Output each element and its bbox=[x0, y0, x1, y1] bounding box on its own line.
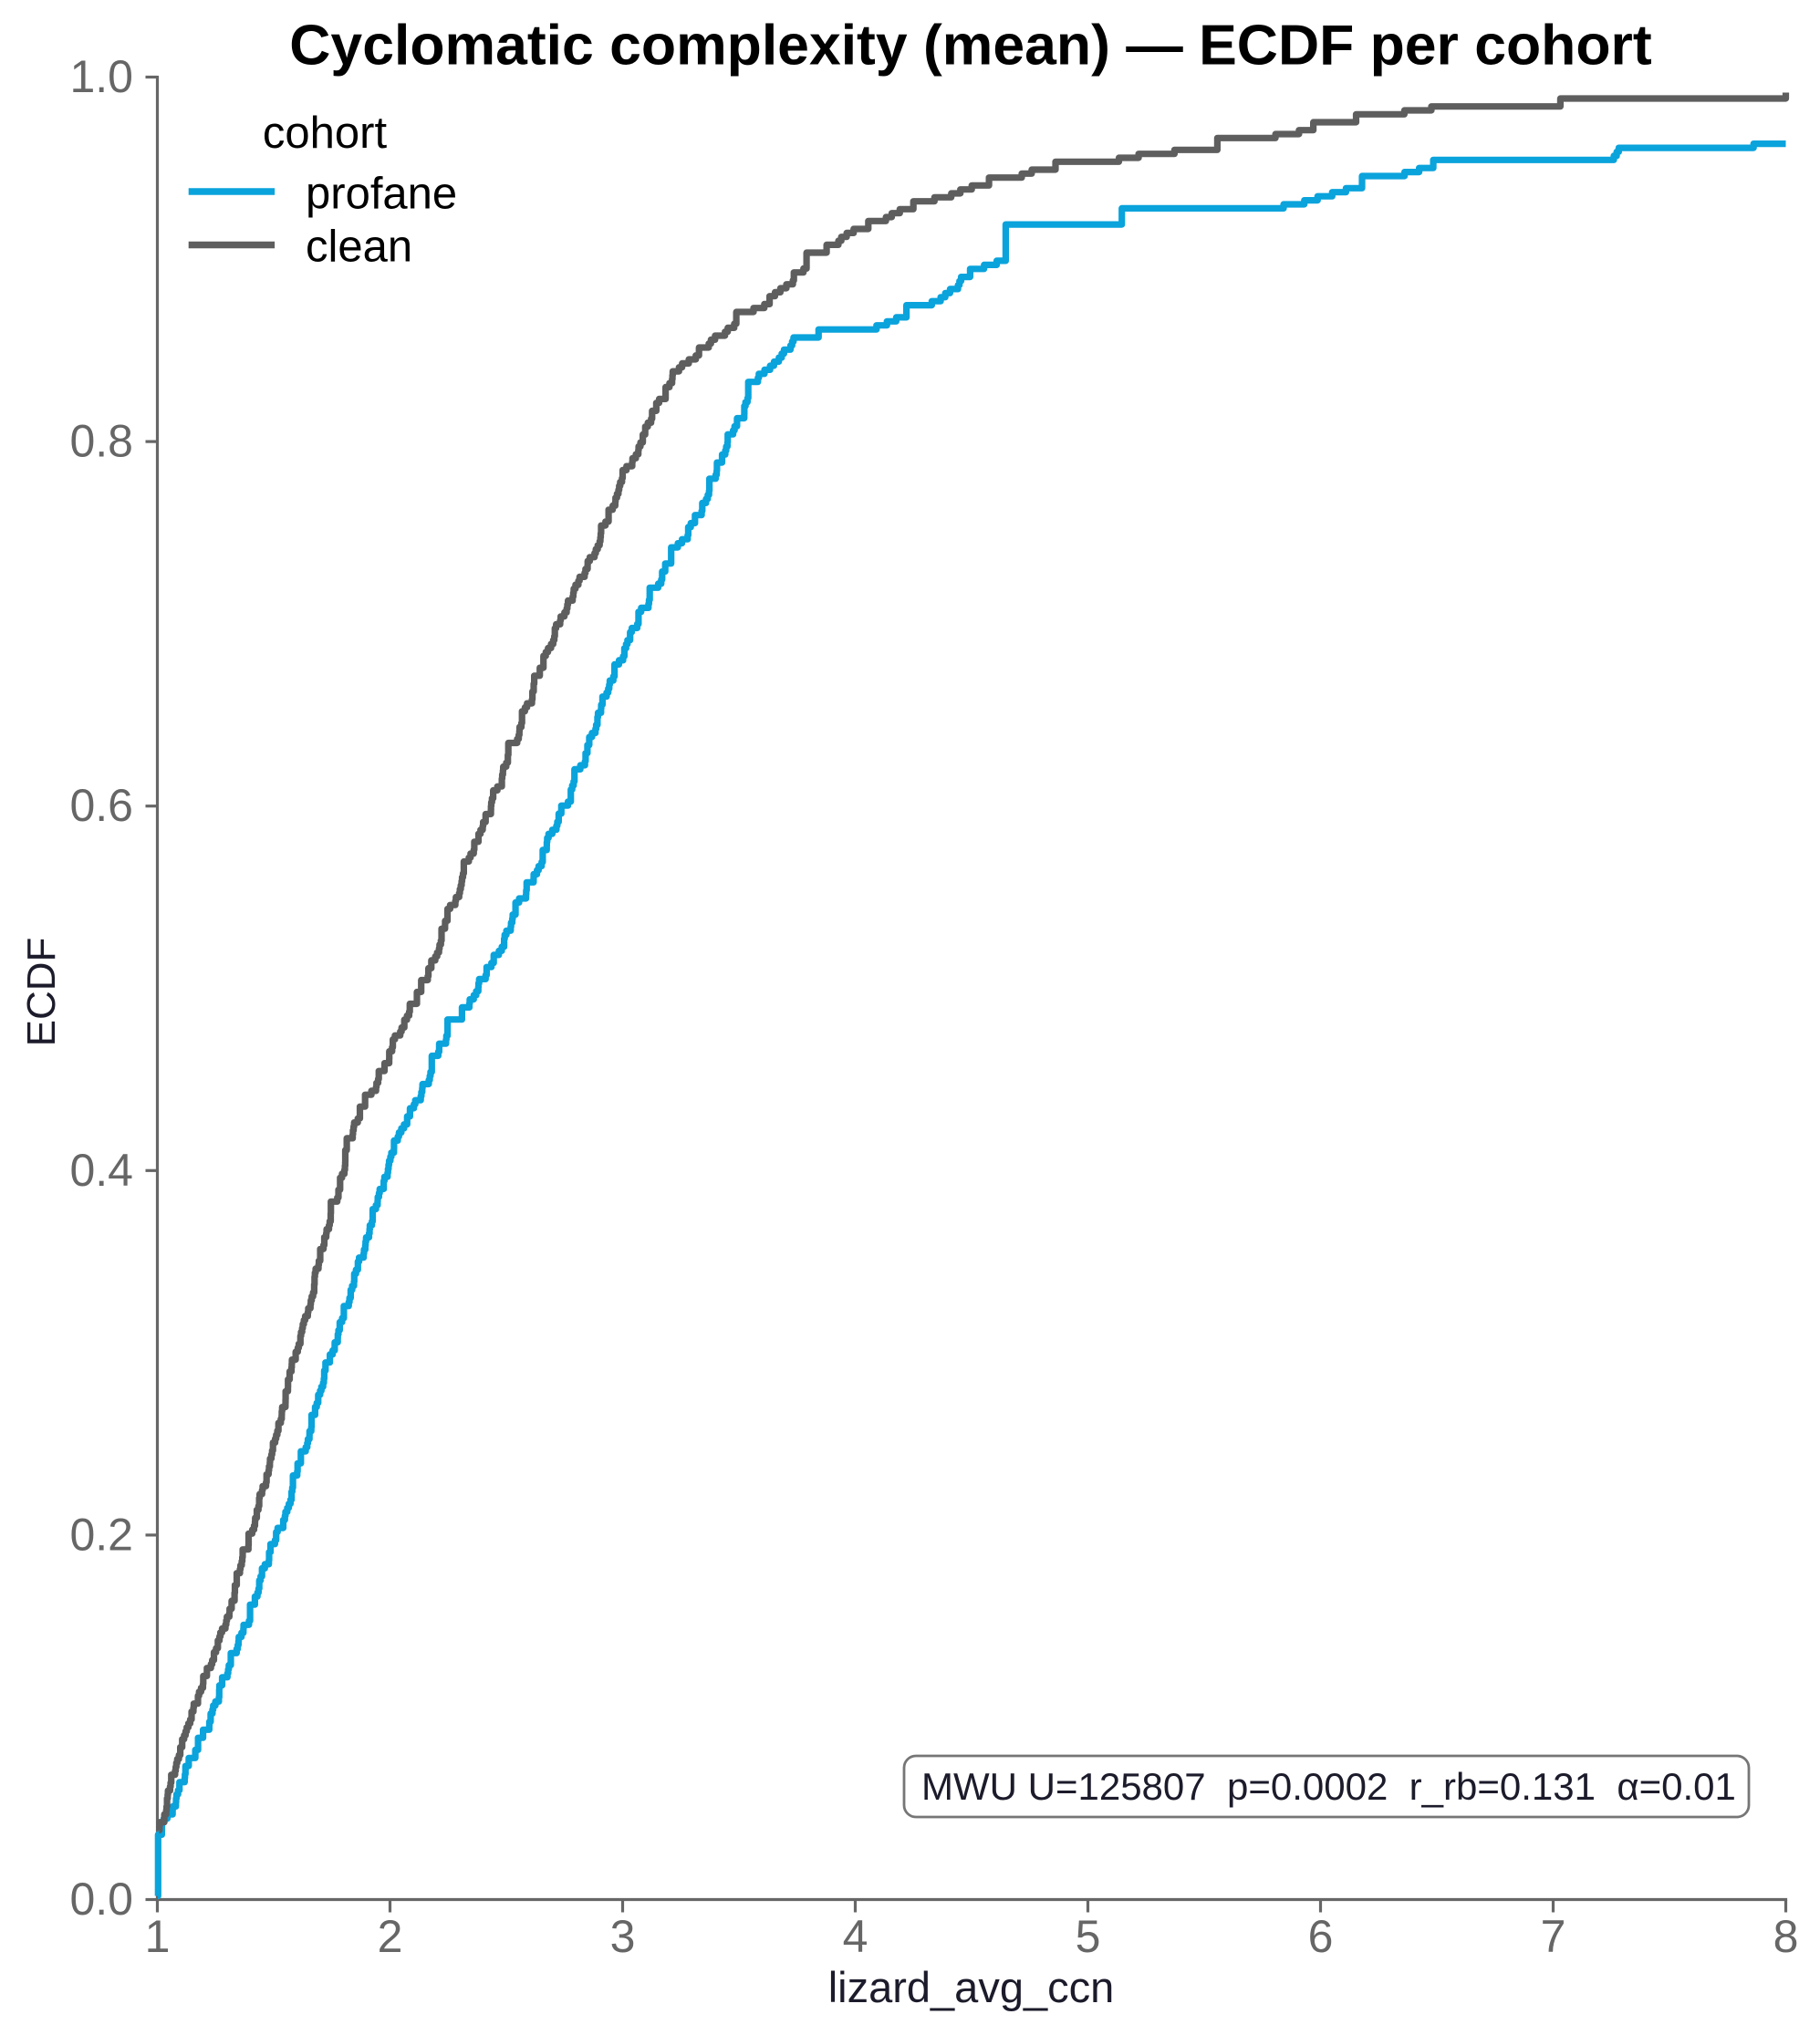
svg-text:0.0: 0.0 bbox=[69, 1874, 133, 1925]
svg-text:1.0: 1.0 bbox=[69, 51, 133, 102]
svg-text:0.6: 0.6 bbox=[69, 780, 133, 831]
svg-text:cohort: cohort bbox=[263, 109, 388, 158]
svg-text:8: 8 bbox=[1773, 1911, 1799, 1962]
svg-text:MWU U=125807 p=0.0002 r_rb=0: MWU U=125807 p=0.0002 r_rb=0.131 α=0.01 bbox=[921, 1765, 1736, 1808]
svg-text:3: 3 bbox=[610, 1911, 636, 1962]
svg-text:Cyclomatic complexity (mean) —: Cyclomatic complexity (mean) — ECDF per … bbox=[289, 14, 1652, 78]
svg-text:7: 7 bbox=[1541, 1911, 1566, 1962]
svg-text:0.4: 0.4 bbox=[69, 1145, 133, 1196]
svg-text:0.2: 0.2 bbox=[69, 1509, 133, 1560]
svg-text:2: 2 bbox=[378, 1911, 403, 1962]
svg-text:5: 5 bbox=[1076, 1911, 1101, 1962]
svg-text:6: 6 bbox=[1308, 1911, 1334, 1962]
svg-text:clean: clean bbox=[306, 223, 412, 272]
svg-text:4: 4 bbox=[843, 1911, 868, 1962]
svg-text:profane: profane bbox=[306, 170, 457, 219]
svg-text:1: 1 bbox=[145, 1911, 171, 1962]
svg-text:0.8: 0.8 bbox=[69, 416, 133, 467]
svg-text:ECDF: ECDF bbox=[19, 938, 64, 1047]
svg-text:lizard_avg_ccn: lizard_avg_ccn bbox=[828, 1963, 1115, 2011]
